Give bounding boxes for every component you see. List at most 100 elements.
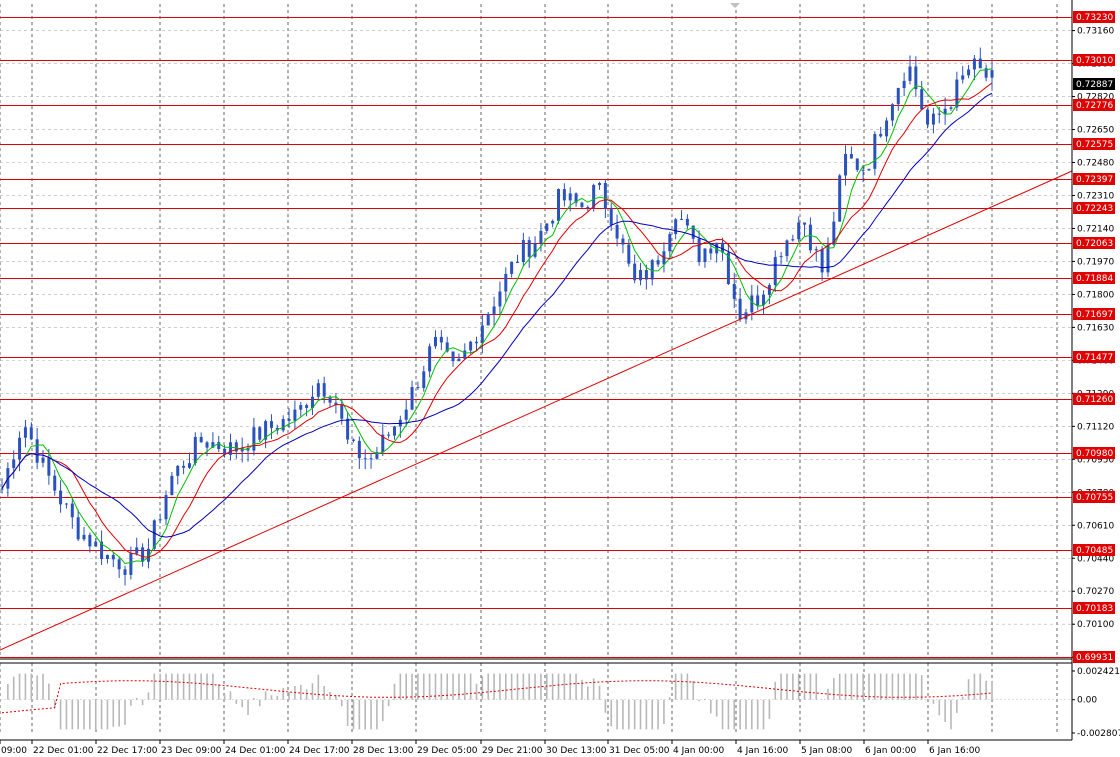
level-label: 0.72575: [1076, 140, 1113, 150]
level-label: 0.73230: [1076, 13, 1113, 23]
level-label: 0.72063: [1076, 239, 1113, 249]
price-tick-label: 0.72310: [1077, 191, 1114, 201]
time-axis: 09:00 22 Dec 01:00 22 Dec 17:00 23 Dec 09:0…: [0, 740, 981, 756]
candle-body: [650, 260, 654, 280]
level-label-box: [1073, 237, 1115, 249]
time-tick-label: 6 Jan 16:00: [929, 746, 981, 756]
level-label: 0.71477: [1076, 353, 1113, 363]
candle-body: [64, 503, 68, 505]
candle-body: [100, 541, 104, 559]
candle-body: [521, 240, 525, 263]
candle-body: [463, 350, 467, 359]
candle-body: [158, 519, 162, 521]
level-labels: 0.73230 0.73010 0.72776 0.72575 0.72397 0.722…: [1073, 11, 1115, 663]
scroll-marker-icon: [730, 3, 740, 8]
level-label: 0.72397: [1076, 175, 1113, 185]
candle-body: [756, 295, 760, 306]
time-tick-label: 28 Dec 13:00: [353, 746, 414, 756]
candle-body: [639, 270, 643, 281]
candle-body: [416, 387, 420, 389]
candle-body: [961, 75, 965, 80]
candle-body: [609, 208, 613, 225]
candle-body: [199, 436, 203, 443]
candle-body: [516, 261, 520, 263]
candle-body: [135, 547, 139, 554]
time-tick-label: 29 Dec 21:00: [482, 746, 543, 756]
candle-body: [47, 457, 51, 476]
price-tick-label: 0.71630: [1077, 323, 1114, 333]
candle-body: [691, 225, 695, 239]
time-tick-label: 4 Jan 16:00: [737, 746, 789, 756]
candle-body: [937, 113, 941, 115]
price-tick-label: 0.71120: [1077, 422, 1114, 432]
candle-body: [791, 239, 795, 241]
candle-body: [293, 409, 297, 421]
level-label: 0.69931: [1076, 653, 1113, 663]
candle-body: [287, 419, 291, 421]
candle-body: [492, 306, 496, 314]
price-tick-label: 0.72140: [1077, 224, 1114, 234]
candle-body: [832, 221, 836, 245]
candle-body: [967, 69, 971, 76]
candle-body: [357, 440, 361, 459]
candle-body: [111, 554, 115, 560]
level-label-box: [1073, 173, 1115, 185]
candle-body: [410, 387, 414, 410]
candle-body: [568, 193, 572, 201]
frame: [0, 0, 1073, 741]
candle-body: [369, 458, 373, 460]
candle-body: [258, 427, 262, 440]
candle-body: [422, 371, 426, 389]
candle-body: [193, 436, 197, 464]
level-label-box: [1073, 447, 1115, 459]
time-tick-label: 24 Dec 01:00: [225, 746, 286, 756]
candle-body: [732, 284, 736, 299]
level-label-box: [1073, 351, 1115, 363]
candle-body: [164, 495, 168, 520]
candle-body: [105, 554, 109, 559]
price-tick-label: 0.72650: [1077, 126, 1114, 136]
candle-body: [715, 242, 719, 254]
current-price-label: 0.72887: [1076, 80, 1113, 90]
level-label: 0.72776: [1076, 101, 1113, 111]
candle-body: [621, 238, 625, 245]
candle-body: [902, 80, 906, 88]
time-tick-label: 23 Dec 09:00: [161, 746, 222, 756]
time-tick-label: 6 Jan 00:00: [865, 746, 917, 756]
oscillator-signal-line: [1, 680, 993, 714]
candle-body: [35, 439, 39, 463]
candle-body: [457, 358, 461, 362]
candle-body: [240, 447, 244, 452]
level-label: 0.70485: [1076, 546, 1113, 556]
candle-body: [709, 248, 713, 254]
candle-body: [668, 234, 672, 252]
candle-body: [504, 273, 508, 292]
candle-body: [896, 87, 900, 105]
moving-averages: [1, 68, 993, 565]
candle-body: [603, 183, 607, 209]
candle-body: [117, 559, 121, 570]
candle-body: [387, 434, 391, 436]
price-tick-label: 0.72820: [1077, 93, 1114, 103]
candle-body: [18, 437, 22, 460]
candle-body: [451, 351, 455, 362]
candle-body: [305, 405, 309, 408]
candle-body: [533, 243, 537, 257]
time-tick-label: 22 Dec 01:00: [33, 746, 94, 756]
candle-body: [738, 298, 742, 320]
candle-body: [498, 291, 502, 307]
candle-body: [627, 244, 631, 264]
candle-body: [363, 458, 367, 460]
candle-body: [814, 249, 818, 251]
candle-body: [580, 202, 584, 207]
time-tick-label: 31 Dec 05:00: [609, 746, 670, 756]
level-label: 0.71260: [1076, 395, 1113, 405]
candle-body: [474, 341, 478, 344]
candle-body: [234, 442, 238, 452]
candle-body: [264, 421, 268, 440]
candle-body: [592, 185, 596, 208]
candle-body: [703, 248, 707, 263]
level-label-box: [1073, 11, 1115, 23]
candle-body: [439, 336, 443, 343]
